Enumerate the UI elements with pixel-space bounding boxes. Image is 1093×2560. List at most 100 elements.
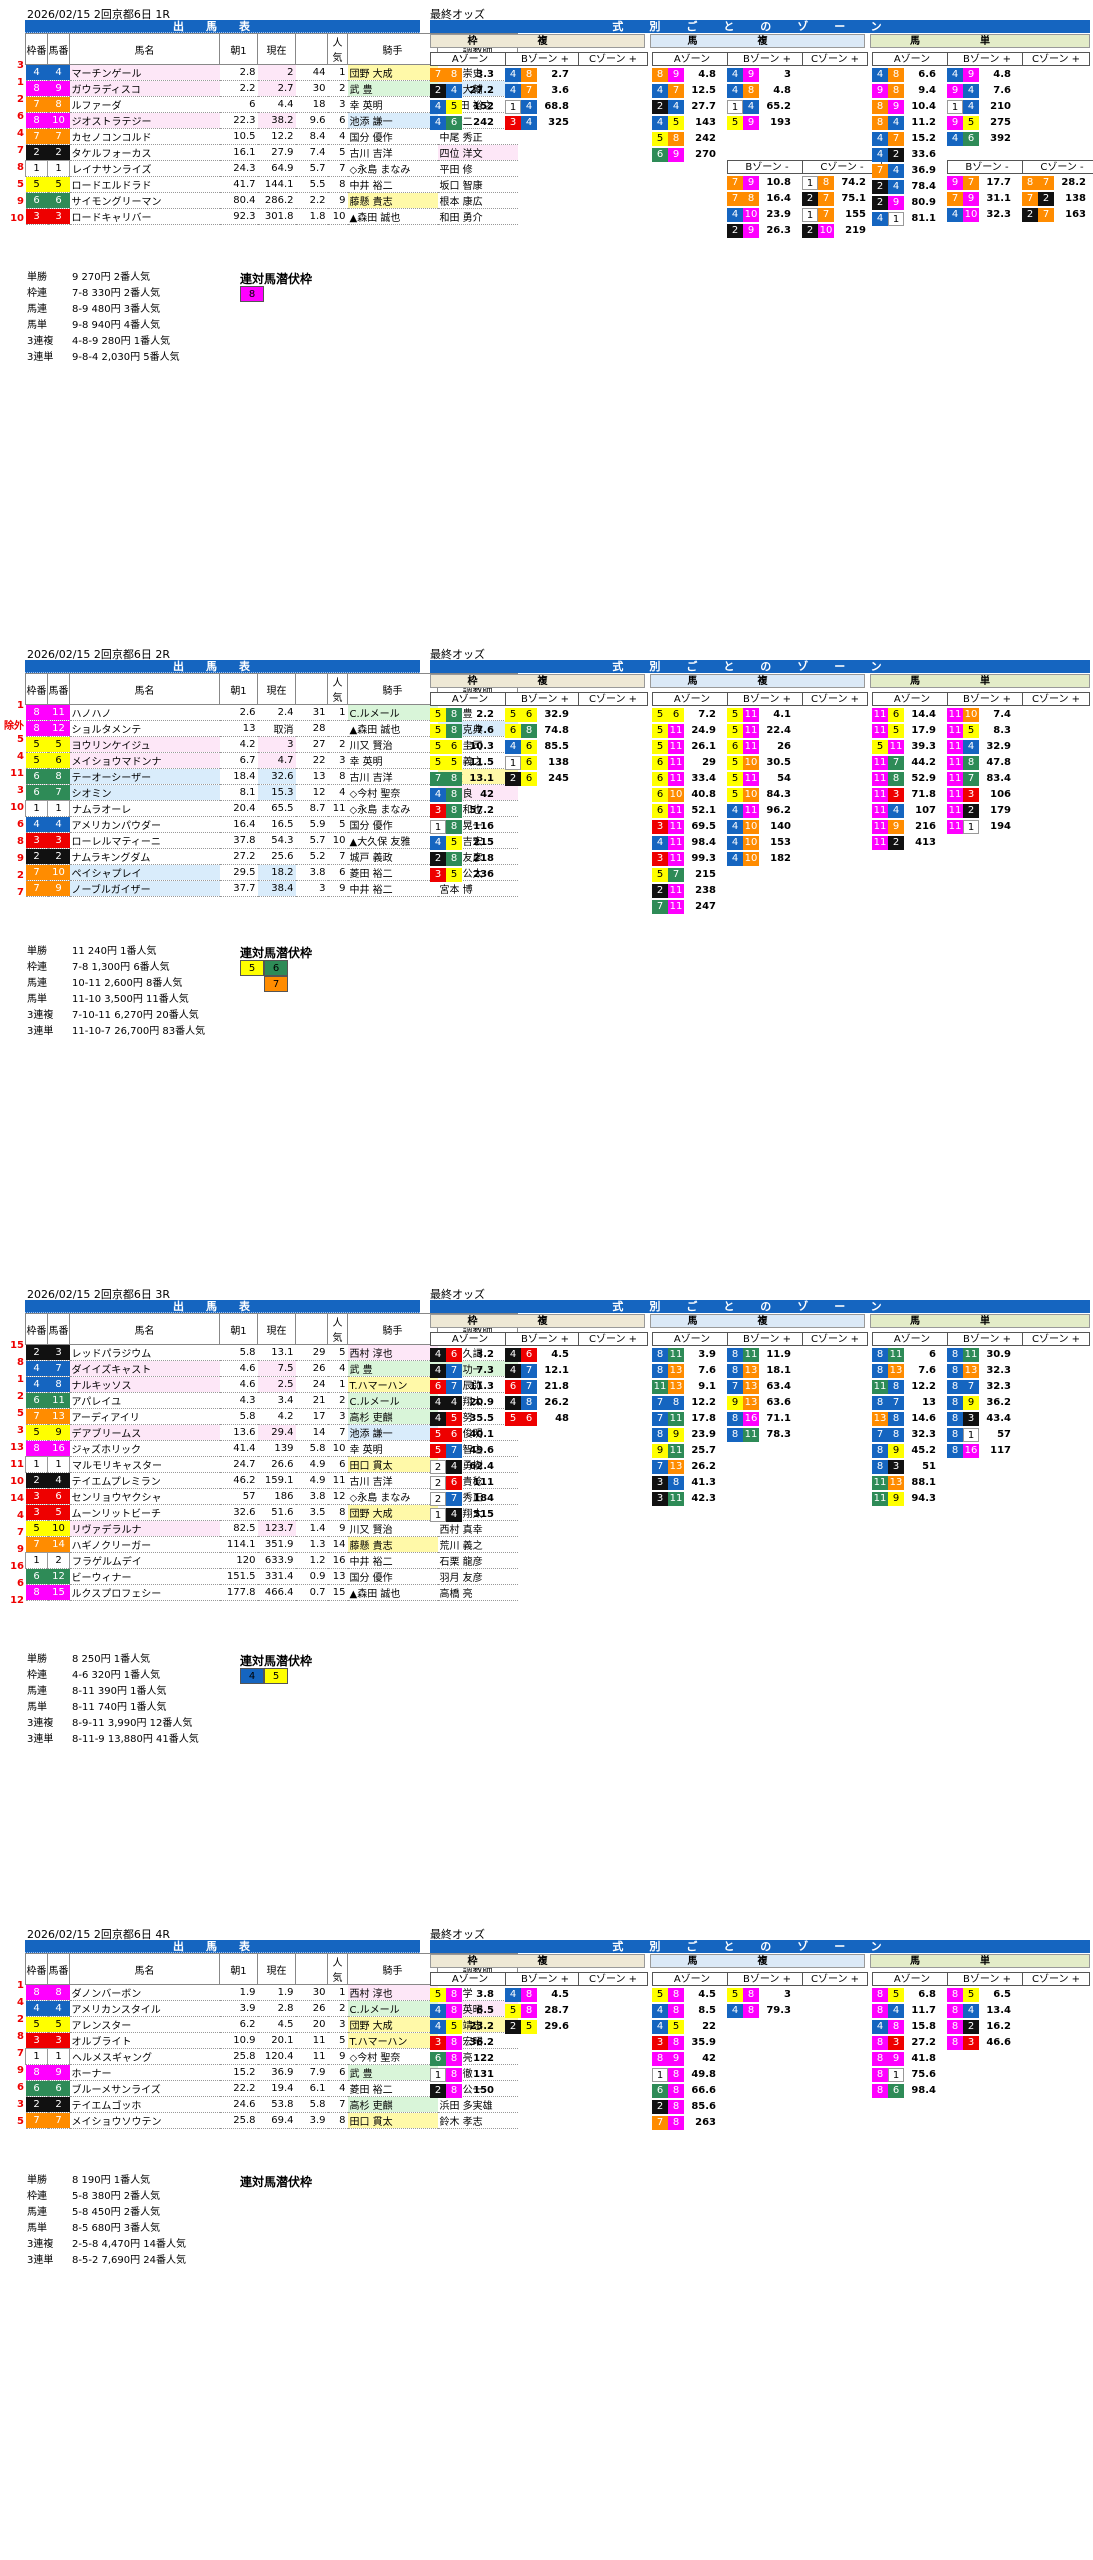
horse-row[interactable]: 7 7 メイショウソウテン 25.8 69.4 3.9 8 田口 貫太 鈴木 孝志	[25, 2112, 518, 2129]
horse-chip: 1	[802, 208, 818, 222]
horse-chip: 2	[1038, 192, 1054, 206]
odds-value: 28.2	[1061, 177, 1086, 188]
horse-row[interactable]: 6 6 サイモングリーマン 80.4 286.2 2.2 9 藤懸 貴志 根本 康広	[25, 192, 518, 209]
horse-row[interactable]: 7 8 ルファーダ 6 4.4 18 3 幸 英明 大根田 裕之	[25, 96, 518, 113]
horse-chip: 13	[743, 1380, 759, 1394]
morning-odds: 24.6	[219, 2096, 258, 2113]
horse-chip: 11	[743, 740, 759, 754]
horse-chip: 5	[521, 2020, 537, 2034]
horse-chip: 8	[521, 1396, 537, 1410]
expected-value: 27	[295, 736, 328, 753]
odds-value: 9.4	[918, 85, 936, 96]
payout-value: 5-8 380円 2番人気	[72, 2191, 161, 2202]
zone-odds-row: 8 9 42	[652, 2052, 716, 2066]
popularity: 4	[327, 784, 348, 801]
horse-row[interactable]: 1 2 フラゲルムデイ 120 633.9 1.2 16 中井 裕二 石栗 龍彦	[25, 1552, 518, 1569]
final-odds-title: 最終オッズ	[430, 1288, 485, 1301]
horse-chip: 11	[743, 1348, 759, 1362]
waku-number: 2	[25, 1472, 48, 1489]
entry-card: 出馬表 枠番 馬番 馬名 朝1 現在 期待値 人気 騎手 調教師 2 3 レッドパラジウム 5.8 13.1…	[25, 1300, 518, 1601]
zone-odds-row: 3 11 42.3	[652, 1492, 716, 1506]
horse-row[interactable]: 5 10 リヴァデラルナ 82.5 123.7 1.4 9 川又 賢治 西村 真幸	[25, 1520, 518, 1537]
horse-chip: 6	[430, 2052, 446, 2066]
horse-chip: 2	[888, 148, 904, 162]
horse-chip: 8	[872, 1460, 888, 1474]
column-header: 馬番	[47, 673, 70, 705]
horse-chip: 1	[947, 100, 963, 114]
horse-chip: 11	[743, 804, 759, 818]
odds-value: 193	[770, 117, 791, 128]
zone-type-header: 馬複	[650, 34, 865, 48]
horse-name: リヴァデラルナ	[69, 1520, 220, 1537]
horse-row[interactable]: 3 3 ロードキャリバー 92.3 301.8 1.8 10 ▲森田 誠也 和田 勇介	[25, 208, 518, 225]
horse-name: ジャズホリック	[69, 1440, 220, 1457]
expected-value: 7.9	[295, 2064, 328, 2081]
zone-odds-row: 4 11 98.4	[652, 836, 716, 850]
jockey: ▲森田 誠也	[347, 720, 438, 737]
horse-chip: 4	[505, 1364, 521, 1378]
horse-chip: 11	[947, 756, 963, 770]
horse-number: 5	[47, 736, 70, 753]
zone-odds-row: 1 4 65.2	[727, 100, 791, 114]
expected-value: 9.6	[295, 112, 328, 129]
horse-row[interactable]: 7 14 ハギノクリーガー 114.1 351.9 1.3 14 藤懸 貴志 荒川 義之	[25, 1536, 518, 1553]
odds-value: 182	[770, 853, 791, 864]
odds-value: 44.2	[911, 757, 936, 768]
horse-row[interactable]: 2 2 タケルフォーカス 16.1 27.9 7.4 5 古川 吉洋 四位 洋文	[25, 144, 518, 161]
waku-number: 8	[25, 112, 48, 129]
horse-row[interactable]: 7 7 カセノコンコルド 10.5 12.2 8.4 4 国分 優作 中尾 秀正	[25, 128, 518, 145]
bet-type: 馬連	[27, 2207, 47, 2218]
horse-row[interactable]: 2 2 テイエムゴッホ 24.6 53.8 5.8 7 高杉 吏麒 浜田 多実雄	[25, 2096, 518, 2113]
zone-odds-row: 5 8 7.6	[430, 724, 494, 738]
horse-row[interactable]: 7 9 ノーブルガイザー 37.7 38.4 3 9 中井 裕二 宮本 博	[25, 880, 518, 897]
horse-row[interactable]: 8 15 ルクスプロフェシー 177.8 466.4 0.7 15 ▲森田 誠也 高橋 亮	[25, 1584, 518, 1601]
column-header: 馬番	[47, 1953, 70, 1985]
odds-value: 13.1	[469, 773, 494, 784]
odds-value: 184	[473, 1493, 494, 1504]
horse-chip: 7	[1022, 192, 1038, 206]
horse-chip: 8	[446, 2004, 462, 2018]
horse-chip: 5	[727, 724, 743, 738]
horse-chip: 1	[430, 2068, 446, 2082]
horse-chip: 7	[652, 2116, 668, 2130]
morning-odds: 6	[219, 96, 258, 113]
horse-chip: 7	[872, 1428, 888, 1442]
waku-number: 7	[25, 128, 48, 145]
horse-chip: 4	[446, 1508, 462, 1522]
horse-chip: 8	[446, 804, 462, 818]
odds-value: 140	[770, 821, 791, 832]
zone-odds-row: 8 7 28.2	[1022, 176, 1086, 190]
current-odds: 12.2	[257, 128, 296, 145]
horse-row[interactable]: 1 1 レイナサンライズ 24.3 64.9 5.7 7 ◇永島 まなみ 平田 修	[25, 160, 518, 177]
zone-odds-row: 8 7 13	[872, 1396, 936, 1410]
finish-position: 2	[17, 870, 24, 881]
horse-chip: 9	[668, 1428, 684, 1442]
zone-odds-row: 4 7 15.2	[872, 132, 936, 146]
odds-value: 94.3	[911, 1493, 936, 1504]
odds-value: 11.5	[469, 757, 494, 768]
finish-position: 3	[17, 60, 24, 71]
horse-row[interactable]: 6 12 ビーウィナー 151.5 331.4 0.9 13 国分 優作 羽月 友彦	[25, 1568, 518, 1585]
horse-chip: 11	[743, 724, 759, 738]
odds-value: 32.3	[986, 209, 1011, 220]
zone-label: Aゾーン	[652, 1972, 732, 1986]
zone-odds-row: 8 5 6.8	[872, 1988, 936, 2002]
expected-value: 0.9	[295, 1568, 328, 1585]
zone-label: Cゾーン +	[1022, 1972, 1090, 1986]
horse-chip: 2	[430, 84, 446, 98]
horse-name: アパレイユ	[69, 1392, 220, 1409]
payout-line: 馬単 11-10 3,500円 11番人気	[27, 992, 205, 1008]
horse-row[interactable]: 5 5 ロードエルドラド 41.7 144.1 5.5 8 中井 裕二 坂口 智康	[25, 176, 518, 193]
odds-value: 20.9	[469, 1397, 494, 1408]
